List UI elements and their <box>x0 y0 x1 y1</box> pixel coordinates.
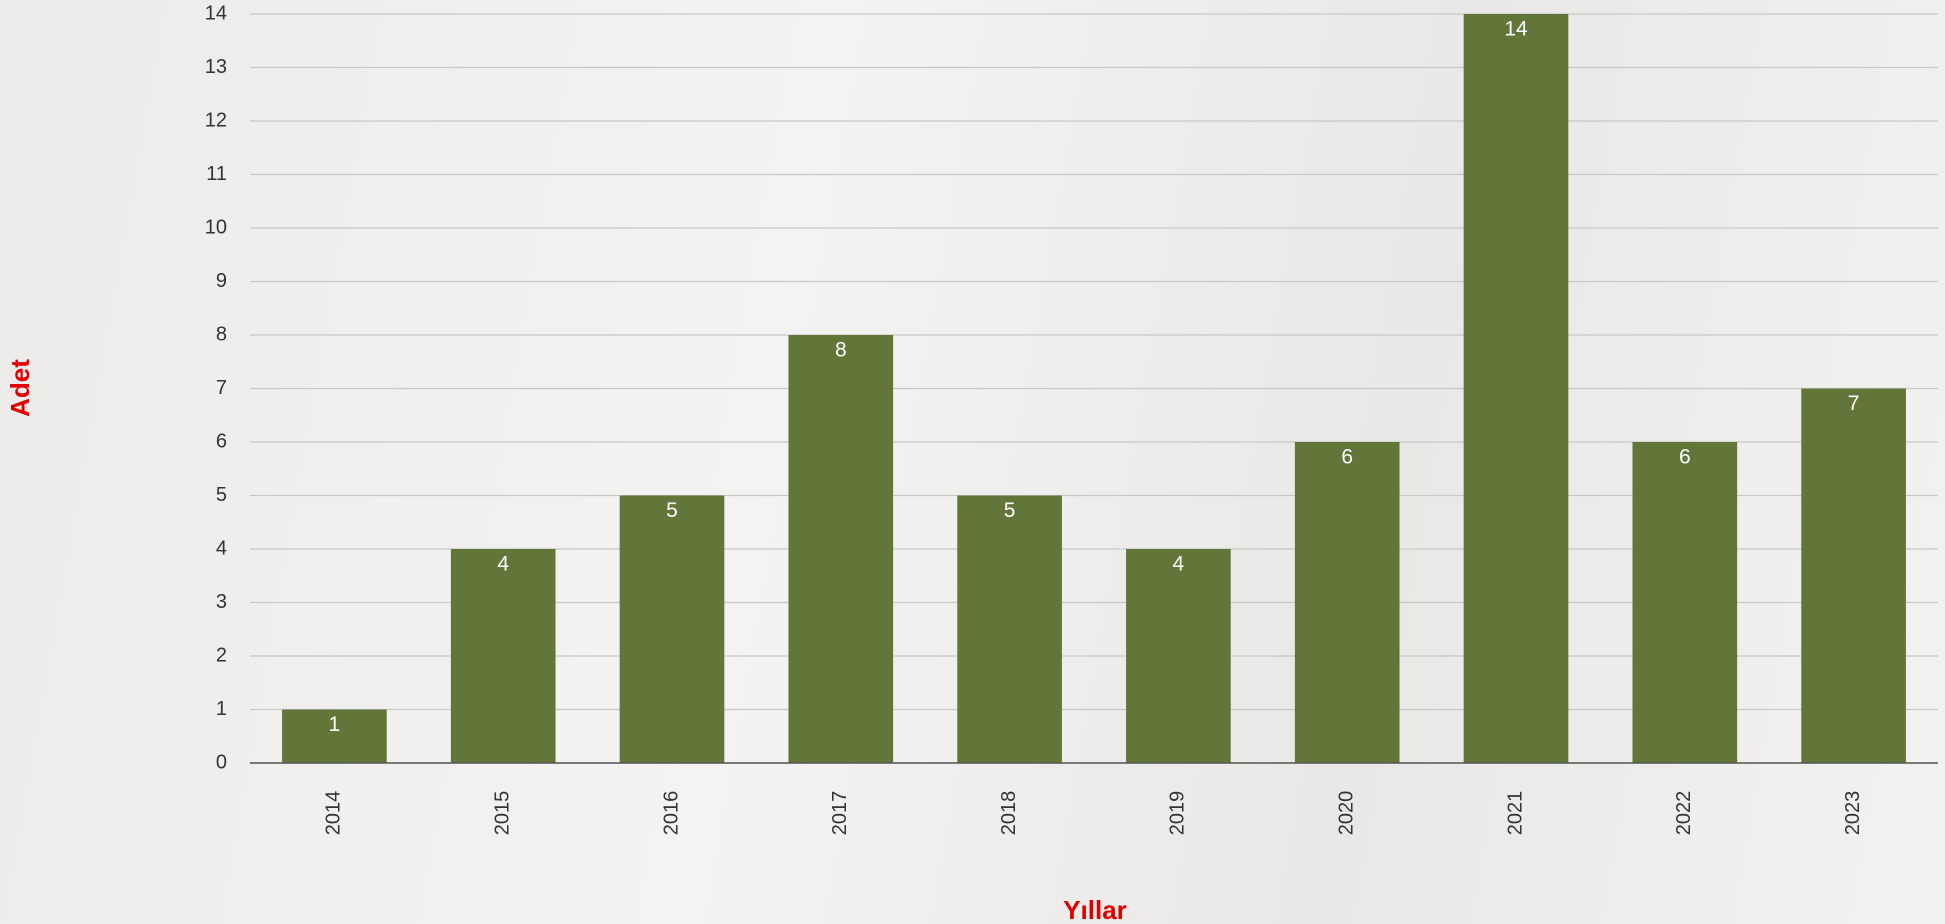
bar <box>1801 388 1906 763</box>
y-tick-label: 14 <box>205 2 227 24</box>
data-label: 1 <box>329 713 341 736</box>
y-tick-label: 4 <box>216 537 227 559</box>
y-tick-label: 1 <box>216 698 227 720</box>
x-axis-title: Yıllar <box>1063 895 1127 924</box>
y-tick-label: 13 <box>205 56 227 78</box>
y-tick-label: 8 <box>216 323 227 345</box>
bar <box>788 335 894 763</box>
y-tick-label: 12 <box>205 109 227 131</box>
bar <box>1294 442 1400 763</box>
data-label: 6 <box>1341 446 1353 469</box>
data-label: 4 <box>1173 553 1185 576</box>
y-tick-label: 0 <box>216 751 227 773</box>
y-tick-label: 2 <box>216 644 227 666</box>
data-label: 4 <box>497 553 509 576</box>
x-tick-label: 2021 <box>1504 791 1526 836</box>
bar <box>1126 549 1231 763</box>
bar <box>282 709 387 763</box>
data-label: 7 <box>1848 392 1860 415</box>
bar <box>1632 442 1738 763</box>
x-tick-label: 2017 <box>829 791 851 836</box>
y-tick-label: 11 <box>206 163 227 185</box>
y-axis-title: Adet <box>5 359 35 417</box>
y-tick-label: 7 <box>216 377 227 399</box>
x-tick-label: 2023 <box>1842 791 1864 836</box>
y-tick-label: 9 <box>216 270 227 292</box>
x-tick-label: 2016 <box>660 791 682 836</box>
x-tick-label: 2020 <box>1335 791 1357 836</box>
y-tick-label: 3 <box>216 591 227 613</box>
data-label: 5 <box>1004 499 1016 522</box>
y-tick-label: 6 <box>216 430 227 452</box>
y-tick-label: 10 <box>205 216 227 238</box>
data-label: 14 <box>1504 18 1528 41</box>
bar <box>450 549 556 763</box>
x-tick-label: 2022 <box>1673 791 1695 836</box>
data-label: 6 <box>1679 446 1691 469</box>
y-tick-label: 5 <box>216 484 227 506</box>
data-label: 5 <box>666 499 678 522</box>
x-tick-label: 2015 <box>491 791 513 836</box>
data-label: 8 <box>835 339 847 362</box>
bar <box>619 495 725 763</box>
bar <box>1463 14 1569 763</box>
x-tick-label: 2018 <box>998 791 1020 836</box>
x-tick-label: 2014 <box>323 791 345 836</box>
x-tick-label: 2019 <box>1167 791 1189 836</box>
bar <box>957 495 1062 763</box>
